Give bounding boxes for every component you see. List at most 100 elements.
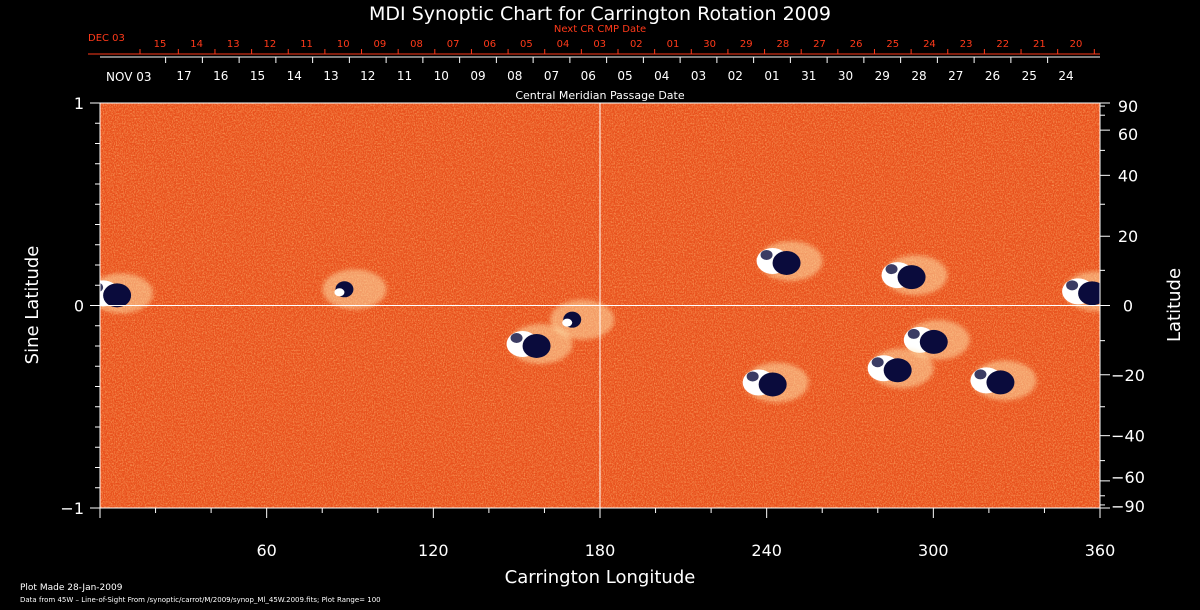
cmp-day-label: 11 — [397, 69, 412, 83]
cmp-day-label: 10 — [434, 69, 449, 83]
y-right-tick-label: 20 — [1118, 227, 1138, 246]
y-right-tick-label: −20 — [1111, 366, 1145, 385]
cmp-day-label: 26 — [985, 69, 1000, 83]
cmp-day-label: 17 — [176, 69, 191, 83]
x-tick-label: 240 — [751, 541, 782, 560]
cmp-axis-label: Central Meridian Passage Date — [515, 89, 684, 102]
y-right-tick-label: 40 — [1118, 166, 1138, 185]
next-cr-day-label: 15 — [154, 39, 167, 50]
cmp-day-label: 09 — [470, 69, 485, 83]
cmp-day-label: 12 — [360, 69, 375, 83]
y-axis-left: 1 0 −1 — [60, 94, 100, 518]
plage-halo — [322, 269, 387, 310]
cmp-day-label: 30 — [838, 69, 853, 83]
active-region — [100, 273, 154, 314]
y-right-tick-label: 60 — [1118, 125, 1138, 144]
negative-speck — [746, 371, 759, 382]
cmp-day-label: 31 — [801, 69, 816, 83]
negative-speck — [907, 328, 920, 339]
cmp-day-label: 07 — [544, 69, 559, 83]
x-tick-label: 180 — [585, 541, 616, 560]
next-cr-day-label: 07 — [447, 39, 460, 50]
y-axis-right: 90 60 40 20 0 −20 −40 −60 −90 — [1100, 97, 1145, 516]
active-region — [970, 360, 1037, 401]
cmp-day-label: 06 — [581, 69, 596, 83]
cmp-day-label: 05 — [617, 69, 632, 83]
negative-spot — [758, 372, 787, 397]
positive-spot — [562, 318, 573, 327]
next-cr-day-label: 30 — [703, 39, 716, 50]
chart-title: MDI Synoptic Chart for Carrington Rotati… — [369, 3, 831, 25]
active-region — [756, 240, 823, 281]
next-cr-day-label: 09 — [373, 39, 386, 50]
next-cr-day-label: 13 — [227, 39, 240, 50]
x-axis-label: Carrington Longitude — [505, 567, 696, 588]
cmp-month: NOV 03 — [106, 70, 152, 84]
active-region — [881, 255, 948, 296]
negative-spot — [919, 329, 948, 354]
y-right-tick-label: −60 — [1111, 468, 1145, 487]
negative-spot — [883, 358, 912, 383]
active-region — [506, 323, 573, 364]
next-cr-day-label: 12 — [264, 39, 277, 50]
active-region — [550, 299, 615, 340]
negative-spot — [897, 265, 926, 290]
cmp-day-label: 27 — [948, 69, 963, 83]
next-cr-day-label: 04 — [557, 39, 570, 50]
next-cr-day-label: 23 — [960, 39, 973, 50]
y-right-tick-label: 0 — [1123, 297, 1133, 316]
negative-spot — [103, 283, 132, 308]
active-region — [867, 348, 934, 389]
active-regions — [100, 240, 1100, 403]
active-region — [742, 362, 809, 403]
next-cr-day-label: 26 — [850, 39, 863, 50]
positive-spot — [334, 288, 345, 297]
next-cr-day-label: 24 — [923, 39, 936, 50]
negative-speck — [871, 357, 884, 368]
cmp-day-label: 01 — [764, 69, 779, 83]
next-cr-day-label: 29 — [740, 39, 753, 50]
negative-speck — [760, 249, 773, 260]
negative-speck — [1066, 280, 1079, 291]
negative-spot — [1078, 281, 1100, 306]
x-tick-label: 300 — [918, 541, 949, 560]
cmp-day-label: 15 — [250, 69, 265, 83]
y-left-tick-label: −1 — [60, 499, 84, 518]
negative-spot — [772, 250, 801, 275]
cmp-day-label: 29 — [875, 69, 890, 83]
next-cr-day-label: 05 — [520, 39, 533, 50]
next-cr-day-label: 22 — [996, 39, 1009, 50]
y-right-tick-label: −90 — [1111, 497, 1145, 516]
next-cr-day-label: 14 — [190, 39, 203, 50]
y-axis-right-label: Latitude — [1164, 268, 1185, 342]
cmp-day-label: 03 — [691, 69, 706, 83]
cmp-day-label: 16 — [213, 69, 228, 83]
y-left-tick-label: 1 — [74, 94, 84, 113]
next-cr-day-label: 06 — [483, 39, 496, 50]
negative-spot — [986, 370, 1015, 395]
x-tick-label: 60 — [256, 541, 276, 560]
cmp-day-label: 24 — [1058, 69, 1073, 83]
next-cr-label: Next CR CMP Date — [554, 24, 646, 35]
date-axes: 15 14 13 12 11 10 09 08 07 06 05 04 03 02 01 30 29 28 27 26… — [88, 39, 1100, 104]
next-cr-day-label: 20 — [1070, 39, 1083, 50]
y-right-tick-label: −40 — [1111, 427, 1145, 446]
cmp-day-label: 14 — [287, 69, 302, 83]
x-tick-label: 360 — [1085, 541, 1116, 560]
y-axis-left-label: Sine Latitude — [22, 246, 43, 365]
x-tick-label: 120 — [418, 541, 449, 560]
y-right-tick-label: 90 — [1118, 97, 1138, 116]
cmp-day-label: 02 — [728, 69, 743, 83]
negative-speck — [974, 369, 987, 380]
data-source-note: Data from 45W – Line-of-Sight From /syno… — [20, 596, 381, 604]
next-cr-day-label: 11 — [300, 39, 313, 50]
next-cr-day-label: 10 — [337, 39, 350, 50]
cmp-day-label: 13 — [323, 69, 338, 83]
active-region — [322, 269, 387, 310]
next-cr-day-label: 27 — [813, 39, 826, 50]
cmp-day-label: 28 — [911, 69, 926, 83]
next-cr-month: DEC 03 — [88, 33, 125, 44]
y-left-tick-label: 0 — [74, 297, 84, 316]
active-region — [903, 319, 970, 360]
next-cr-day-label: 08 — [410, 39, 423, 50]
